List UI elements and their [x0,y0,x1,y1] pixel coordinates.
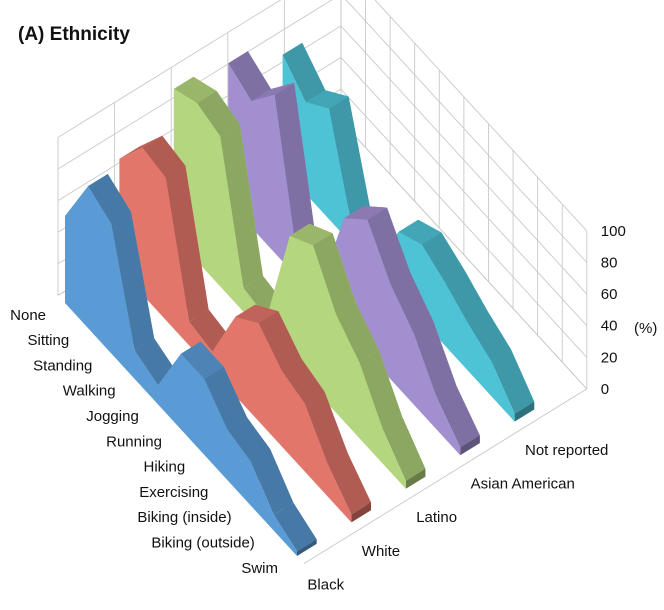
series-top-facet [258,311,302,371]
series-end-cap [405,468,426,489]
series-label: Not reported [525,442,608,459]
series-top-facet [274,82,318,263]
category-label: Swim [241,560,278,577]
series-top-facet [281,358,325,404]
series-top-facet [328,453,371,515]
series-top-facet [367,207,411,285]
chart-labels: None Sitting Standing Walking Jogging Running… [10,223,626,594]
z-tick-label: 20 [601,349,618,366]
series-top-facet [220,124,263,288]
z-tick-label: 80 [601,255,618,272]
series-ribbon-black [64,174,317,556]
gridline-z [57,0,588,232]
series-top-facet [413,321,457,399]
series-top-facet [390,272,434,334]
series-top-facet [289,223,333,246]
category-label: Running [106,433,162,450]
z-tick-label: 40 [601,318,618,335]
series-front-face [228,63,461,456]
gridline-z [57,0,588,263]
series-top-facet [382,416,426,481]
category-label: Exercising [139,484,208,501]
chart-title: (A) Ethnicity [18,24,130,45]
series-top-facet [445,270,488,324]
series-top-facet [165,165,209,322]
series-top-facet [197,91,240,137]
series-top-facet [468,311,511,362]
series-top-facet [273,502,317,552]
series-label: Black [307,576,344,593]
series-top-facet [173,76,217,104]
series-top-facet [88,174,131,224]
series-top-facet [251,82,295,102]
series-top-facet [282,42,326,103]
category-label: Jogging [86,408,139,425]
series-end-cap [297,539,317,556]
series-ribbon-white [119,135,371,523]
series-top-facet [305,90,349,109]
series-label: Asian American [471,476,575,493]
category-label: None [10,307,46,324]
series-front-face [282,54,515,422]
series-top-facet [421,232,465,283]
series-front-face [65,186,297,556]
series-end-cap [351,502,371,523]
category-label: Hiking [144,459,186,476]
series-top-facet [204,366,247,430]
series-top-facet [111,211,155,351]
series-front-face [173,88,406,489]
category-label: Sitting [27,332,69,349]
series-end-cap [460,435,480,456]
series-label: White [362,543,400,560]
series-ribbon-asian-american [228,51,480,456]
z-tick-label: 100 [601,223,626,240]
z-tick-label: 0 [601,381,609,398]
series-top-facet [142,135,186,178]
chart-ribbons [64,42,535,556]
series-end-cap [514,401,535,422]
category-label: Walking [63,383,116,400]
category-label: Standing [33,357,92,374]
z-tick-label: 60 [601,286,618,303]
series-top-facet [344,206,387,220]
series-top-facet [437,386,480,448]
series-top-facet [313,233,356,315]
series-top-facet [398,219,442,245]
series-top-facet [491,349,535,414]
series-top-facet [227,417,271,462]
z-axis-unit: (%) [634,320,657,337]
series-top-facet [235,304,279,324]
series-top-facet [336,302,379,363]
category-label: Biking (inside) [137,509,231,526]
series-front-face [119,147,352,523]
series-top-facet [250,449,294,515]
series-label: Latino [416,509,457,526]
series-top-facet [329,96,372,229]
series-top-facet [228,51,271,102]
series-ribbon-not-reported [282,42,535,422]
series-top-facet [305,391,348,466]
series-ribbon-latino [173,76,426,489]
series-top-facet [119,135,163,159]
series-top-facet [359,350,403,429]
category-label: Biking (outside) [151,535,254,552]
series-top-facet [181,341,224,379]
